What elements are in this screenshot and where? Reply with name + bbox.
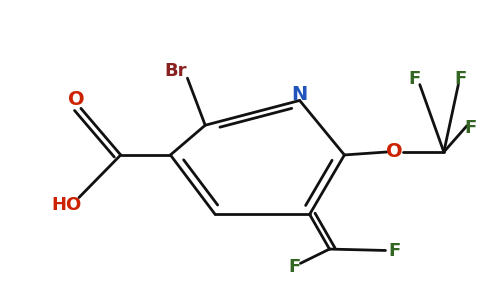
Text: HO: HO xyxy=(52,196,82,214)
Text: F: F xyxy=(388,242,400,260)
Text: N: N xyxy=(291,85,308,104)
Text: Br: Br xyxy=(164,62,187,80)
Text: O: O xyxy=(386,142,402,161)
Text: F: F xyxy=(408,70,420,88)
Text: F: F xyxy=(288,258,301,276)
Text: F: F xyxy=(465,119,477,137)
Text: O: O xyxy=(68,90,84,109)
Text: F: F xyxy=(454,70,467,88)
